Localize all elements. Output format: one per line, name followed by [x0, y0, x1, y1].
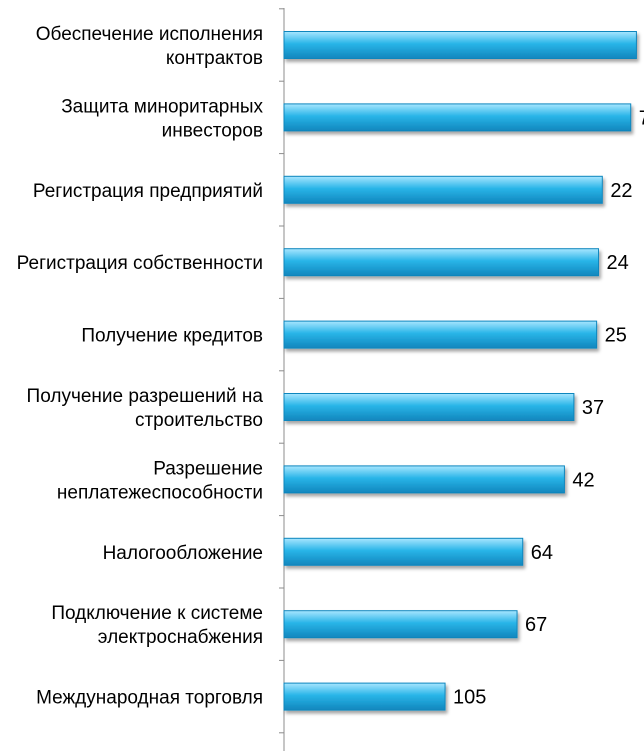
category-label-line: Налогообложение [103, 543, 263, 564]
category-label: Получение кредитов [81, 326, 263, 347]
data-label: 22 [610, 180, 632, 202]
bar [283, 393, 575, 421]
data-label: 25 [605, 325, 627, 347]
category-label: Обеспечение исполнения контрактов [36, 24, 263, 69]
category-label: Регистрация предприятий [33, 181, 263, 202]
data-label: 37 [582, 397, 604, 419]
value-labels: 4722242537426467105 [453, 107, 644, 709]
category-label-line: Регистрация собственности [17, 253, 263, 274]
category-label-line: Разрешение [153, 458, 263, 479]
data-label: 24 [607, 252, 629, 274]
category-label-line: Регистрация предприятий [33, 181, 263, 202]
category-axis [279, 8, 285, 751]
category-labels: Обеспечение исполнения контрактов Защита м… [17, 24, 264, 709]
category-label-line: Обеспечение исполнения [36, 24, 263, 45]
category-label: Разрешение неплатежеспособности [57, 458, 263, 503]
category-label-line: Защита миноритарных [61, 96, 263, 117]
category-label: Налогообложение [103, 543, 263, 564]
category-label-line: Получение разрешений на [27, 386, 264, 407]
data-label: 105 [453, 687, 486, 709]
category-label-line: Международная торговля [36, 688, 263, 709]
bar [283, 465, 565, 494]
category-label-line: электроснабжения [98, 627, 263, 648]
category-label: Защита миноритарных инвесторов [61, 96, 263, 141]
bar [283, 175, 603, 204]
data-label: 64 [531, 542, 553, 564]
data-label: 67 [525, 614, 547, 636]
bar [283, 537, 524, 566]
category-label: Регистрация собственности [17, 253, 263, 274]
bar [283, 320, 598, 349]
category-label-line: строительство [135, 410, 263, 431]
bar [283, 682, 446, 711]
category-label: Международная торговля [36, 688, 263, 709]
category-label-line: Подключение к системе [51, 603, 263, 624]
category-label: Получение разрешений на строительство [27, 386, 264, 431]
data-label: 7 [639, 107, 644, 129]
bars [283, 31, 637, 711]
category-label-line: инвесторов [162, 120, 263, 141]
category-label: Подключение к системе электроснабжения [51, 603, 263, 648]
bar [283, 248, 600, 277]
bar [283, 31, 637, 59]
category-label-line: контрактов [166, 48, 263, 69]
data-label: 42 [572, 469, 594, 491]
category-label-line: неплатежеспособности [57, 482, 263, 503]
bar [283, 610, 518, 639]
category-label-line: Получение кредитов [81, 326, 263, 347]
bar [283, 103, 632, 132]
